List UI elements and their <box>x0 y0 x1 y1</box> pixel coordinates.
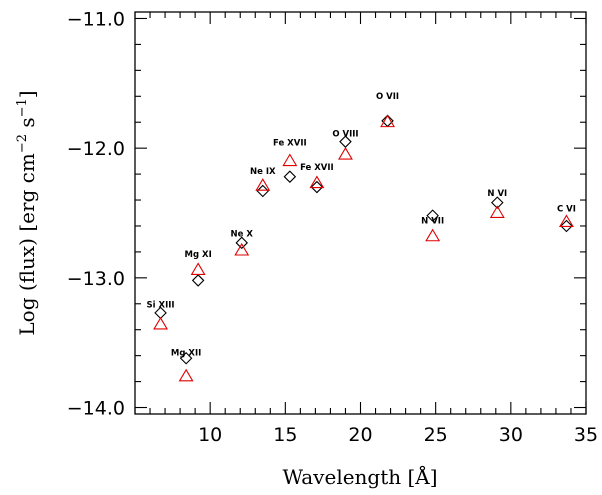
line-label: N VII <box>421 216 444 226</box>
triangle-marker <box>153 316 169 330</box>
data-markers <box>153 114 574 382</box>
triangle-marker <box>234 242 250 256</box>
diamond-marker <box>491 196 504 209</box>
y-tick-label: −11.0 <box>67 8 125 30</box>
x-tick-label: 30 <box>499 424 523 446</box>
line-label: C VI <box>557 205 576 215</box>
line-label: O VII <box>376 92 399 102</box>
y-tick-label: −12.0 <box>67 138 125 160</box>
diamond-marker <box>560 219 573 233</box>
x-tick-label: 15 <box>273 424 297 446</box>
x-tick-label: 10 <box>198 424 222 446</box>
diamond-marker <box>426 209 439 222</box>
diamond-marker <box>179 351 193 365</box>
line-label: Mg XII <box>171 349 201 359</box>
y-tick-label: −14.0 <box>67 398 125 420</box>
line-label: O VIII <box>332 129 358 139</box>
x-tick-label: 20 <box>348 424 372 446</box>
diamond-marker <box>310 180 324 194</box>
triangle-marker <box>190 262 206 276</box>
line-label: Fe XVII <box>273 139 307 149</box>
line-label: Si XIII <box>147 301 175 311</box>
line-label: Ne IX <box>250 167 276 177</box>
y-tick-label: −13.0 <box>67 268 125 290</box>
line-label: Fe XVII <box>300 163 334 173</box>
x-axis-title: Wavelength [Å] <box>282 464 437 489</box>
triangle-marker <box>255 178 271 191</box>
diamond-marker <box>235 236 249 250</box>
axis-ticks <box>134 12 587 414</box>
diamond-marker <box>191 274 205 287</box>
diamond-marker <box>256 184 270 198</box>
x-tick-label: 35 <box>574 424 598 446</box>
triangle-marker <box>558 214 574 228</box>
triangle-marker <box>425 228 441 242</box>
triangle-marker <box>338 146 353 160</box>
axis-tick-labels: 10 15 20 25 30 35 −14.0 −13.0 −12.0 −11.0 <box>67 8 598 446</box>
triangle-marker <box>309 175 325 189</box>
plot-frame <box>134 11 587 415</box>
diamond-marker <box>381 114 394 128</box>
triangle-marker <box>178 368 194 382</box>
diamond-marker <box>283 170 297 183</box>
x-tick-label: 25 <box>424 424 448 446</box>
triangle-marker <box>282 153 298 167</box>
line-label: N VI <box>487 189 507 199</box>
triangle-marker <box>380 114 396 128</box>
line-label: Ne X <box>231 229 254 239</box>
line-annotations: Si XIII Mg XII Mg XI Ne X Ne IX Fe XVII Fe XVI… <box>147 92 576 359</box>
line-label: Mg XI <box>185 250 212 260</box>
triangle-marker <box>489 205 505 218</box>
y-axis-title: Log (flux) [erg cm−2 s−1] <box>15 90 39 335</box>
